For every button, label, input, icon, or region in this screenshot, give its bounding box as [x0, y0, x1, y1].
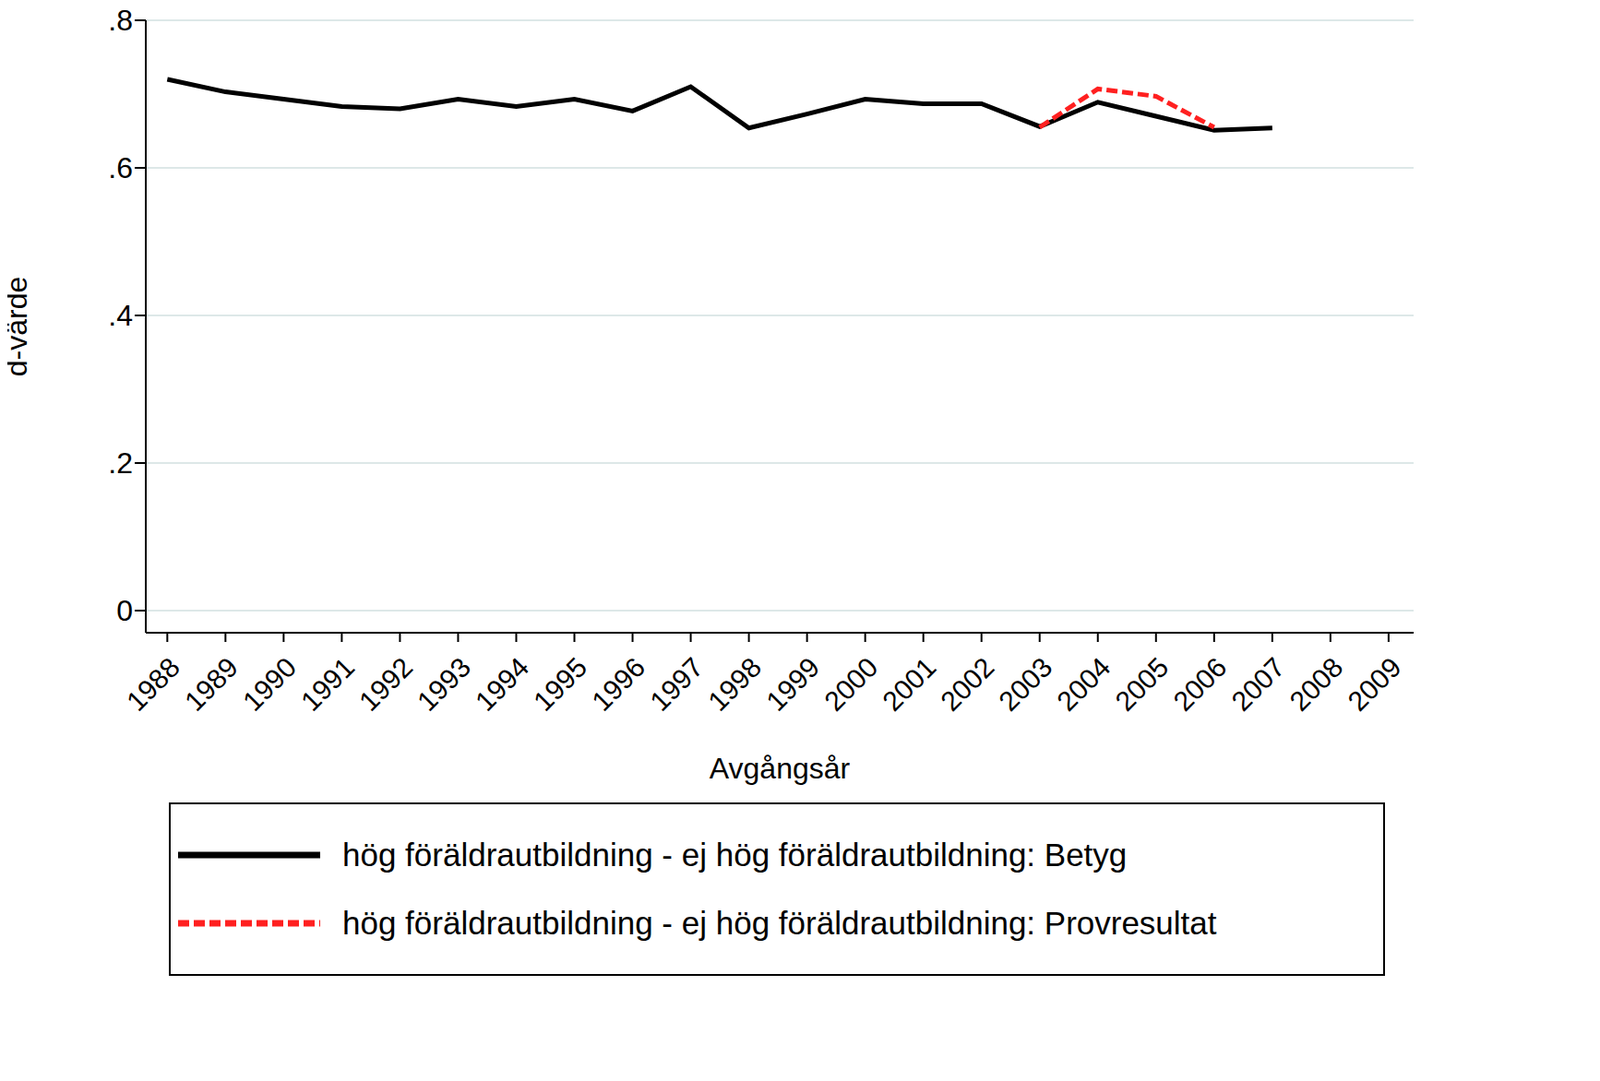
svg-text:1998: 1998 — [702, 651, 768, 717]
svg-text:2002: 2002 — [934, 651, 1001, 717]
svg-text:1997: 1997 — [644, 651, 710, 717]
svg-text:1994: 1994 — [469, 651, 536, 717]
svg-text:.4: .4 — [107, 298, 133, 333]
svg-text:2005: 2005 — [1109, 651, 1175, 717]
svg-text:2000: 2000 — [818, 651, 884, 717]
svg-text:1999: 1999 — [760, 651, 826, 717]
svg-text:1996: 1996 — [585, 651, 652, 717]
svg-text:.8: .8 — [107, 7, 133, 37]
svg-text:2007: 2007 — [1225, 651, 1291, 717]
html-text:hög föräldrautbildning - ej hö: hög föräldrautbildning - ej hög föräldra… — [342, 836, 1127, 873]
svg-text:1992: 1992 — [353, 651, 419, 717]
svg-text:1990: 1990 — [237, 651, 303, 717]
svg-text:1988: 1988 — [120, 651, 187, 717]
svg-text:Avgångsår: Avgångsår — [709, 752, 851, 786]
svg-text:2003: 2003 — [992, 651, 1059, 717]
svg-text:2001: 2001 — [876, 651, 943, 717]
svg-text:.2: .2 — [107, 446, 133, 480]
svg-text:2009: 2009 — [1341, 651, 1408, 717]
svg-text:1995: 1995 — [527, 651, 594, 717]
svg-text:.6: .6 — [107, 151, 133, 185]
svg-text:2006: 2006 — [1167, 651, 1233, 717]
svg-text:d-värde: d-värde — [7, 276, 34, 378]
svg-text:1991: 1991 — [295, 651, 361, 717]
svg-text:2008: 2008 — [1283, 651, 1350, 717]
svg-text:2004: 2004 — [1050, 651, 1117, 717]
html-text:hög föräldrautbildning - ej hö: hög föräldrautbildning - ej hög föräldra… — [342, 905, 1217, 942]
svg-text:0: 0 — [116, 594, 133, 628]
svg-text:1993: 1993 — [411, 651, 478, 717]
svg-text:1989: 1989 — [179, 651, 245, 717]
